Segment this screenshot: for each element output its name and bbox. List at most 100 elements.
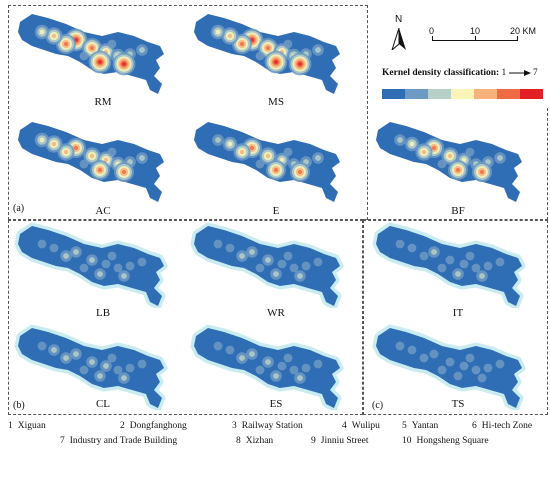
density-blob <box>49 243 59 253</box>
density-blob <box>39 137 45 143</box>
group-b-frame <box>8 220 363 415</box>
density-blob <box>122 170 126 174</box>
scale-tick-20: 20 KM <box>510 26 537 36</box>
density-blob <box>89 359 95 365</box>
density-blob <box>97 271 103 277</box>
density-blob <box>297 273 303 279</box>
legend-swatch-5 <box>474 89 497 99</box>
density-blob <box>125 261 135 271</box>
density-blob <box>89 153 95 159</box>
density-blob <box>459 259 469 269</box>
map-panel-rm <box>18 14 164 94</box>
density-blob <box>97 373 103 379</box>
legend-title: Kernel density classification: 1 7 <box>382 68 538 78</box>
density-blob <box>51 33 57 39</box>
density-blob <box>273 271 279 277</box>
density-blob <box>419 251 429 261</box>
density-blob <box>74 146 78 150</box>
density-blob <box>79 263 89 273</box>
density-blob <box>313 257 323 267</box>
density-blob <box>255 159 265 169</box>
place-4: 4 Wulipu <box>342 421 380 431</box>
density-blob <box>301 363 311 373</box>
density-blob <box>73 351 79 357</box>
density-blob <box>274 168 278 172</box>
map-panel-ts <box>372 324 526 410</box>
density-blob <box>479 273 485 279</box>
density-blob <box>107 39 117 49</box>
density-blob <box>274 60 278 64</box>
place-8: 8 Xizhan <box>236 436 274 446</box>
density-blob <box>121 273 127 279</box>
map-panel-bf <box>376 122 522 202</box>
density-blob <box>73 249 79 255</box>
density-blob <box>225 243 235 253</box>
density-blob <box>465 147 475 157</box>
density-blob <box>139 155 145 161</box>
density-blob <box>447 153 453 159</box>
density-blob <box>421 149 427 155</box>
density-blob <box>437 263 447 273</box>
density-blob <box>98 168 102 172</box>
map-label-es: ES <box>269 398 283 410</box>
legend-swatch-2 <box>405 89 428 99</box>
density-blob <box>89 257 95 263</box>
map-panel-es <box>190 324 344 410</box>
density-blob <box>409 141 415 147</box>
density-blob <box>213 239 223 249</box>
density-blob <box>483 363 493 373</box>
density-blob <box>495 359 505 369</box>
density-blob <box>407 243 417 253</box>
density-blob <box>39 29 45 35</box>
density-blob <box>395 341 405 351</box>
density-blob <box>437 159 447 169</box>
map-label-it: IT <box>452 307 464 319</box>
density-blob <box>37 239 47 249</box>
density-blob <box>63 149 69 155</box>
map-label-rm: RM <box>94 96 112 108</box>
group-a-frame-extension <box>363 108 548 220</box>
map-label-ac: AC <box>95 205 111 217</box>
density-blob <box>453 371 463 381</box>
density-blob <box>265 359 271 365</box>
density-blob <box>113 365 123 375</box>
density-blob <box>239 355 245 361</box>
map-label-bf: BF <box>451 205 465 217</box>
density-blob <box>477 373 487 383</box>
density-blob <box>431 249 437 255</box>
density-blob <box>289 263 299 273</box>
density-blob <box>213 341 223 351</box>
density-blob <box>266 46 270 50</box>
density-blob <box>51 347 57 353</box>
density-blob <box>227 33 233 39</box>
scale-bar <box>432 36 518 44</box>
density-blob <box>137 359 147 369</box>
density-blob <box>471 365 481 375</box>
place-1: 1 Xiguan <box>8 421 46 431</box>
density-blob <box>437 365 447 375</box>
density-blob <box>273 373 279 379</box>
density-blob <box>79 159 89 169</box>
density-blob <box>265 257 271 263</box>
density-blob <box>283 147 293 157</box>
density-blob <box>90 46 94 50</box>
density-blob <box>107 251 117 261</box>
density-blob <box>456 168 460 172</box>
density-blob <box>277 259 287 269</box>
density-blob <box>298 62 302 66</box>
density-blob <box>301 261 311 271</box>
density-blob <box>37 341 47 351</box>
density-blob <box>64 42 68 46</box>
density-blob <box>265 153 271 159</box>
density-blob <box>63 253 69 259</box>
density-blob <box>483 261 493 271</box>
density-blob <box>98 60 102 64</box>
north-label: N <box>395 14 403 25</box>
place-5: 5 Yantan <box>402 421 439 431</box>
density-blob <box>122 62 126 66</box>
density-blob <box>315 155 321 161</box>
density-blob <box>139 47 145 53</box>
density-blob <box>250 146 254 150</box>
density-blob <box>125 363 135 373</box>
